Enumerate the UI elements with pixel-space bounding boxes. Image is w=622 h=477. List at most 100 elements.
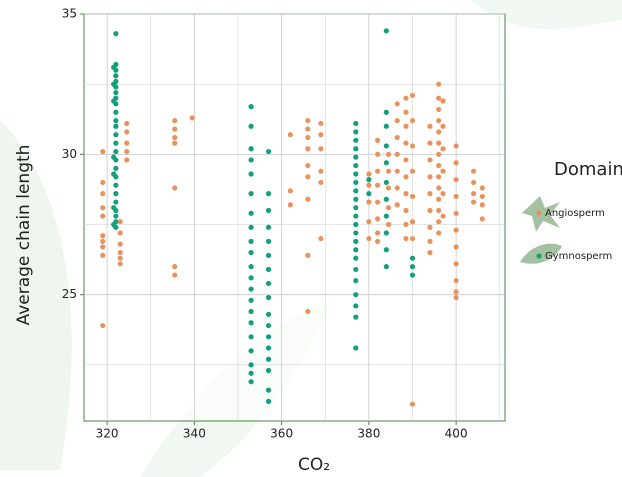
point: [353, 121, 358, 126]
point: [410, 256, 415, 261]
point: [395, 101, 400, 106]
point: [427, 208, 432, 213]
point: [113, 73, 118, 78]
point: [100, 253, 105, 258]
point: [248, 157, 253, 162]
point: [353, 205, 358, 210]
legend-label: Gymnosperm: [545, 251, 612, 262]
point: [353, 155, 358, 160]
point: [454, 160, 459, 165]
point: [305, 126, 310, 131]
point: [436, 163, 441, 168]
point: [386, 169, 391, 174]
point: [172, 126, 177, 131]
point: [248, 104, 253, 109]
point: [118, 242, 123, 247]
point: [353, 230, 358, 235]
point: [386, 152, 391, 157]
point: [305, 146, 310, 151]
point: [384, 124, 389, 129]
point: [427, 157, 432, 162]
point: [375, 152, 380, 157]
point: [454, 278, 459, 283]
point: [113, 191, 118, 196]
point: [375, 230, 380, 235]
point: [248, 124, 253, 129]
point: [384, 264, 389, 269]
x-axis-label: CO₂: [298, 455, 330, 475]
point: [454, 289, 459, 294]
point: [266, 191, 271, 196]
point: [454, 211, 459, 216]
point: [353, 197, 358, 202]
point: [353, 129, 358, 134]
point: [353, 278, 358, 283]
point: [427, 250, 432, 255]
point: [266, 368, 271, 373]
point: [248, 362, 253, 367]
point: [427, 239, 432, 244]
point: [440, 191, 445, 196]
point: [100, 233, 105, 238]
y-tick-label: 25: [62, 287, 77, 301]
point: [386, 222, 391, 227]
point: [471, 191, 476, 196]
point: [454, 244, 459, 249]
point: [318, 236, 323, 241]
point: [113, 124, 118, 129]
point: [172, 185, 177, 190]
point: [454, 143, 459, 148]
point: [305, 197, 310, 202]
point: [410, 93, 415, 98]
point: [403, 96, 408, 101]
point: [403, 236, 408, 241]
x-tick-label: 400: [445, 427, 468, 441]
point: [403, 222, 408, 227]
point: [375, 199, 380, 204]
point: [366, 183, 371, 188]
point: [111, 171, 116, 176]
point: [353, 138, 358, 143]
point: [288, 132, 293, 137]
point: [403, 191, 408, 196]
point: [248, 286, 253, 291]
point: [266, 253, 271, 258]
point: [395, 169, 400, 174]
point: [440, 146, 445, 151]
point: [266, 149, 271, 154]
point: [403, 174, 408, 179]
point: [172, 141, 177, 146]
point: [124, 121, 129, 126]
legend-title: Domain: [554, 159, 622, 180]
point: [410, 219, 415, 224]
point: [248, 250, 253, 255]
point: [305, 135, 310, 140]
point: [384, 110, 389, 115]
point: [100, 323, 105, 328]
point: [113, 166, 118, 171]
point: [384, 247, 389, 252]
point: [266, 388, 271, 393]
point: [353, 222, 358, 227]
point: [436, 197, 441, 202]
point: [366, 219, 371, 224]
y-tick-label: 30: [62, 147, 77, 161]
point: [305, 174, 310, 179]
point: [386, 205, 391, 210]
point: [318, 121, 323, 126]
point: [266, 312, 271, 317]
point: [454, 194, 459, 199]
point: [266, 399, 271, 404]
point: [248, 264, 253, 269]
point: [266, 239, 271, 244]
page: {"chart_data": {"type": "scatter", "x_la…: [0, 0, 622, 477]
point: [100, 213, 105, 218]
point: [353, 292, 358, 297]
y-axis-label: Average chain length: [14, 145, 34, 326]
point: [480, 216, 485, 221]
point: [384, 28, 389, 33]
point: [427, 191, 432, 196]
point: [113, 132, 118, 137]
point: [124, 149, 129, 154]
